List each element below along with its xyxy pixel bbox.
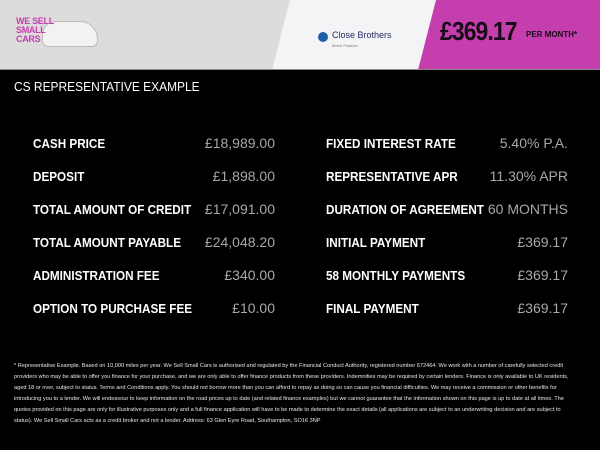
logo-text: WE SELL SMALL CARS [16, 17, 54, 44]
logo-line: SMALL [16, 25, 46, 35]
finance-label: 58 MONTHLY PAYMENTS [326, 268, 466, 283]
finance-row: INITIAL PAYMENT £369.17 [326, 234, 568, 253]
finance-value: £24,048.20 [204, 234, 275, 250]
per-month-label: PER MONTH* [526, 30, 578, 39]
finance-row: TOTAL AMOUNT OF CREDIT £17,091.00 [33, 201, 275, 220]
finance-row: ADMINISTRATION FEE £340.00 [33, 267, 275, 286]
finance-label: DEPOSIT [33, 169, 85, 184]
header-divider [0, 69, 600, 70]
finance-value: £18,989.00 [204, 135, 275, 151]
finance-label: CASH PRICE [33, 136, 106, 151]
finance-value: £369.17 [517, 300, 568, 316]
finance-value: £17,091.00 [204, 201, 275, 217]
monthly-price: £369.17 [440, 16, 517, 46]
finance-row: TOTAL AMOUNT PAYABLE £24,048.20 [33, 234, 275, 253]
finance-value: £1,898.00 [212, 168, 275, 184]
finance-label: FINAL PAYMENT [326, 301, 419, 316]
finance-row: DEPOSIT £1,898.00 [33, 168, 275, 187]
finance-label: TOTAL AMOUNT PAYABLE [33, 235, 182, 250]
finance-row: REPRESENTATIVE APR 11.30% APR [326, 168, 568, 187]
we-sell-small-cars-logo[interactable]: WE SELL SMALL CARS [14, 15, 98, 53]
finance-row: DURATION OF AGREEMENT 60 MONTHS [326, 201, 568, 220]
finance-row: CASH PRICE £18,989.00 [33, 135, 275, 154]
finance-label: DURATION OF AGREEMENT [326, 202, 484, 217]
finance-value: £369.17 [517, 234, 568, 250]
close-brothers-logo: Close Brothers Motor Finance [318, 25, 392, 48]
finance-row: 58 MONTHLY PAYMENTS £369.17 [326, 267, 568, 286]
car-icon [42, 21, 98, 47]
finance-value: £340.00 [224, 267, 275, 283]
logo-line: WE SELL [16, 16, 54, 26]
finance-value: 11.30% APR [489, 168, 568, 184]
lender-name: Close Brothers [332, 30, 392, 40]
finance-value: £10.00 [232, 300, 275, 316]
finance-label: TOTAL AMOUNT OF CREDIT [33, 202, 192, 217]
disclaimer: * Representative Example. Based on 10,00… [14, 363, 569, 424]
finance-label: INITIAL PAYMENT [326, 235, 426, 250]
close-brothers-icon [318, 31, 328, 42]
section-title: CS REPRESENTATIVE EXAMPLE [14, 79, 200, 94]
header: WE SELL SMALL CARS Close Brothers Motor F… [0, 0, 600, 70]
finance-label: FIXED INTEREST RATE [326, 136, 456, 151]
finance-row: FINAL PAYMENT £369.17 [326, 300, 568, 319]
finance-label: REPRESENTATIVE APR [326, 169, 458, 184]
finance-value: 60 MONTHS [487, 201, 568, 217]
finance-value: 5.40% P.A. [499, 135, 568, 151]
finance-value: £369.17 [517, 267, 568, 283]
finance-row: OPTION TO PURCHASE FEE £10.00 [33, 300, 275, 319]
header-price-panel [418, 0, 600, 70]
finance-label: OPTION TO PURCHASE FEE [33, 301, 193, 316]
finance-row: FIXED INTEREST RATE 5.40% P.A. [326, 135, 568, 154]
logo-line: CARS [16, 34, 41, 44]
lender-sub: Motor Finance [332, 43, 358, 48]
finance-label: ADMINISTRATION FEE [33, 268, 160, 283]
